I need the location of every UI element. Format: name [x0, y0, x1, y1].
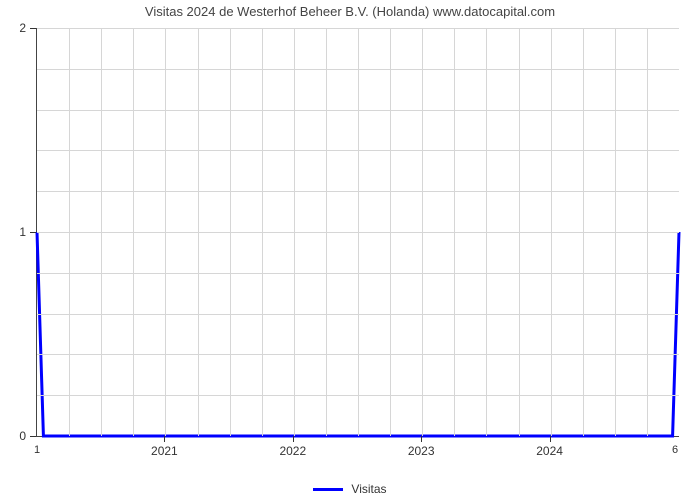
x-tick-label: 2022 [279, 444, 306, 458]
chart-title: Visitas 2024 de Westerhof Beheer B.V. (H… [0, 4, 700, 19]
y-tick-mark [30, 28, 36, 29]
chart-container: { "chart": { "type": "line", "title": "V… [0, 0, 700, 500]
gridline-v [101, 28, 102, 436]
gridline-v [326, 28, 327, 436]
gridline-v [647, 28, 648, 436]
y-tick-label: 0 [19, 429, 26, 443]
gridline-v [69, 28, 70, 436]
x-tick-mark [293, 436, 294, 442]
gridline-v [358, 28, 359, 436]
x-tick-label: 2021 [151, 444, 178, 458]
gridline-v [294, 28, 295, 436]
gridline-v [583, 28, 584, 436]
gridline-v [551, 28, 552, 436]
x-tick-label: 2024 [536, 444, 563, 458]
gridline-v [390, 28, 391, 436]
gridline-v [615, 28, 616, 436]
legend-label: Visitas [351, 482, 386, 496]
gridline-v [454, 28, 455, 436]
plot-area [36, 28, 679, 437]
gridline-v [198, 28, 199, 436]
y-tick-label: 2 [19, 21, 26, 35]
gridline-v [422, 28, 423, 436]
gridline-v [262, 28, 263, 436]
gridline-v [230, 28, 231, 436]
corner-label-bottom-left: 1 [34, 444, 40, 456]
x-tick-mark [550, 436, 551, 442]
x-tick-mark [421, 436, 422, 442]
gridline-v [486, 28, 487, 436]
gridline-v [519, 28, 520, 436]
x-tick-mark [164, 436, 165, 442]
corner-label-bottom-right: 6 [672, 444, 678, 456]
gridline-v [133, 28, 134, 436]
legend: Visitas [0, 482, 700, 496]
y-tick-mark [30, 436, 36, 437]
x-tick-label: 2023 [408, 444, 435, 458]
y-tick-mark [30, 232, 36, 233]
legend-swatch [313, 488, 343, 491]
gridline-v [165, 28, 166, 436]
y-tick-label: 1 [19, 225, 26, 239]
